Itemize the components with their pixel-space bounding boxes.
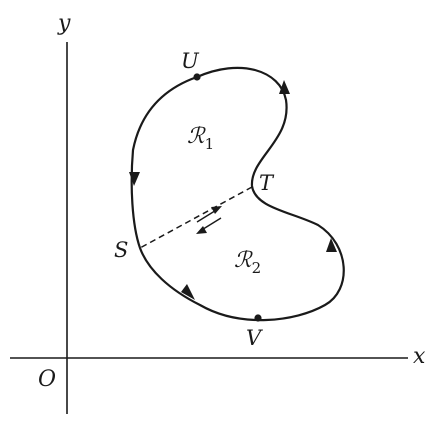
point-t-label: T bbox=[259, 171, 275, 195]
curve-arrow-right-up-icon bbox=[279, 80, 290, 94]
region-r2-index: 2 bbox=[252, 259, 262, 277]
curve-arrow-right-lower-icon bbox=[326, 238, 337, 252]
y-axis-label: y bbox=[57, 11, 71, 36]
region-r2-label: ℛ2 bbox=[234, 248, 261, 277]
origin-label: O bbox=[38, 367, 56, 392]
point-u-label: U bbox=[181, 49, 200, 73]
curve-arrow-bottom-left-icon bbox=[181, 284, 195, 300]
boundary-curve bbox=[130, 66, 345, 322]
region-r1-label: ℛ1 bbox=[187, 124, 214, 153]
cut-arrow-up-icon bbox=[196, 206, 222, 223]
cut-arrow-down-icon bbox=[196, 217, 222, 234]
region-r1-script: ℛ bbox=[187, 124, 206, 149]
cut-line-ts bbox=[139, 186, 253, 249]
curve-arrow-left-down-icon bbox=[129, 172, 140, 186]
point-v-label: V bbox=[246, 326, 263, 350]
point-v-dot bbox=[254, 314, 262, 322]
point-s-label: S bbox=[114, 238, 128, 262]
region-r2-script: ℛ bbox=[234, 248, 253, 273]
x-axis-label: x bbox=[413, 344, 426, 369]
point-u-dot bbox=[193, 73, 201, 81]
region-r1-index: 1 bbox=[205, 135, 215, 153]
